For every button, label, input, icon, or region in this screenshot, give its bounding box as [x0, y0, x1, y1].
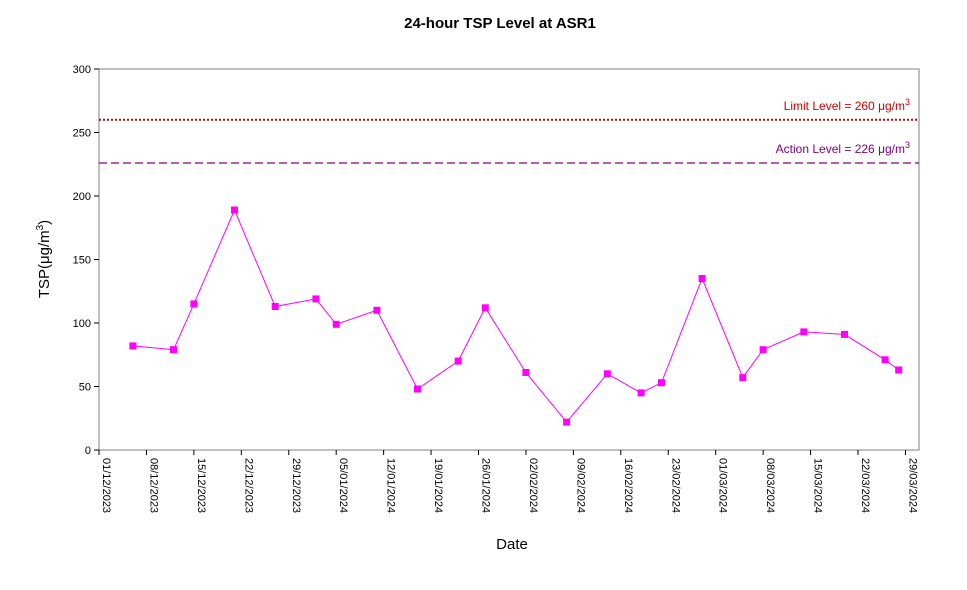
data-point-marker [481, 304, 489, 312]
x-tick-label: 08/03/2024 [764, 458, 776, 513]
y-axis-label-main: TSP(μg/m [36, 230, 53, 298]
data-point-marker [170, 346, 177, 354]
x-tick-label: 15/12/2023 [195, 458, 207, 513]
data-point-marker [129, 342, 137, 350]
data-point-marker [522, 369, 530, 376]
data-point-marker [881, 356, 889, 364]
data-point-marker [190, 300, 198, 308]
x-tick-label: 26/01/2024 [480, 458, 492, 513]
reference-line-label-1: Action Level = 226 μg/m3 [776, 140, 910, 156]
data-point-marker [759, 346, 767, 354]
data-point-marker [231, 206, 238, 214]
x-tick-label: 01/12/2023 [100, 458, 112, 513]
y-axis-label-superscript: 3 [35, 224, 46, 230]
x-axis-label: Date [496, 536, 528, 553]
y-tick-label: 300 [73, 64, 91, 76]
data-point-marker [637, 389, 645, 397]
plot-area [98, 68, 920, 451]
x-tick-label: 05/01/2024 [337, 458, 349, 513]
y-tick-label: 250 [73, 128, 91, 140]
x-tick-label: 16/02/2024 [622, 458, 634, 513]
reference-label-unit: μg/m [878, 99, 905, 113]
data-point-marker [800, 328, 808, 336]
data-point-marker [895, 366, 903, 374]
y-axis: 0 50 100 150 200 250 300 [73, 64, 99, 457]
reference-label-unit-superscript: 3 [905, 140, 910, 150]
y-tick-label: 200 [73, 191, 91, 203]
y-tick-label: 50 [79, 382, 91, 394]
data-point-marker [312, 295, 320, 303]
x-tick-label: 29/12/2023 [290, 458, 302, 513]
y-tick-label: 150 [73, 255, 91, 267]
data-point-marker [698, 275, 706, 282]
data-point-marker [373, 306, 381, 314]
x-tick-label: 29/03/2024 [906, 458, 918, 513]
x-tick-label: 22/12/2023 [242, 458, 254, 513]
y-axis-label: TSP(μg/m3) [35, 220, 53, 298]
data-point-marker [841, 330, 848, 338]
x-tick-label: 22/03/2024 [859, 458, 871, 513]
x-tick-label: 01/03/2024 [717, 458, 729, 513]
data-point-marker [271, 303, 279, 310]
x-tick-label: 12/01/2024 [385, 458, 397, 513]
x-axis: 01/12/2023 08/12/2023 15/12/2023 22/12/2023… [98, 450, 918, 513]
reference-label-unit: μg/m [878, 142, 905, 156]
data-point-marker [563, 418, 571, 426]
y-tick-label: 0 [85, 445, 91, 457]
x-tick-label: 23/02/2024 [669, 458, 681, 513]
x-tick-label: 09/02/2024 [574, 458, 586, 513]
x-tick-label: 08/12/2023 [147, 458, 159, 513]
data-point-marker [454, 357, 462, 365]
series-group [129, 206, 903, 426]
data-point-marker [739, 374, 747, 382]
y-tick-label: 100 [73, 318, 91, 330]
reference-label-text: Action Level = 226 [776, 142, 878, 156]
reference-label-text: Limit Level = 260 [784, 99, 878, 113]
reference-label-unit-superscript: 3 [905, 97, 910, 107]
chart-title: 24-hour TSP Level at ASR1 [404, 15, 596, 32]
data-point-marker [603, 370, 611, 378]
y-axis-label-tail: ) [36, 220, 53, 225]
x-tick-label: 15/03/2024 [812, 458, 824, 513]
reference-line-label-0: Limit Level = 260 μg/m3 [784, 97, 910, 113]
x-tick-label: 19/01/2024 [432, 458, 444, 513]
data-point-marker [332, 320, 340, 328]
x-tick-label: 02/02/2024 [527, 458, 539, 513]
data-point-marker [414, 385, 421, 393]
data-point-marker [658, 379, 665, 387]
